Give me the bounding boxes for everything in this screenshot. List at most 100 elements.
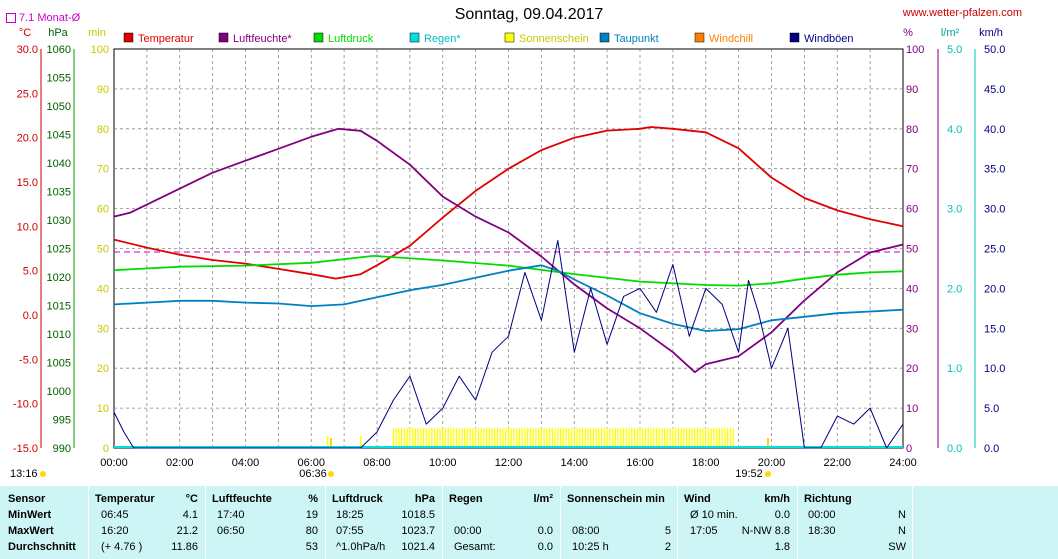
press-axis-tick: 1025: [47, 244, 71, 256]
stats-table: Sensor Temperatur °C Luftfeuchte% Luftdruck h…: [0, 486, 1058, 559]
wind-axis-tick: 35.0: [984, 164, 1005, 176]
legend-label: Windböen: [804, 33, 854, 45]
wind-value: 0.0: [774, 509, 790, 521]
table-separator: [797, 486, 798, 559]
sun-axis-tick: 100: [91, 44, 109, 56]
wind-axis-tick: 15.0: [984, 323, 1005, 335]
wind-axis-tick: 45.0: [984, 84, 1005, 96]
wind-time: 17:05: [690, 525, 718, 537]
sun-axis-tick: 70: [97, 164, 109, 176]
legend-label: Regen*: [424, 33, 461, 45]
legend-label: Luftfeuchte*: [233, 33, 292, 45]
press-axis-tick: 995: [53, 415, 71, 427]
dir-value: N: [898, 525, 906, 537]
press-unit: hPa: [48, 27, 68, 39]
wind-value: N-NW 8.8: [741, 525, 790, 537]
wind-axis-tick: 0.0: [984, 443, 999, 455]
temp-unit: °C: [19, 27, 31, 39]
temp-time: (+ 4.76 ): [101, 541, 143, 553]
header-dir: Richtung: [804, 493, 852, 505]
press-value: 1023.7: [401, 525, 435, 537]
press-axis-tick: 1050: [47, 101, 71, 113]
month-average-text: 7.1 Monat-Ø: [19, 12, 81, 24]
press-axis-tick: 1030: [47, 215, 71, 227]
x-axis-tick: 14:00: [560, 457, 588, 469]
press-axis-tick: 1035: [47, 187, 71, 199]
press-time: 18:25: [336, 509, 364, 521]
wind-axis-tick: 30.0: [984, 204, 1005, 216]
press-time: 07:55: [336, 525, 364, 537]
header-temp: Temperatur: [95, 493, 155, 505]
site-url[interactable]: www.wetter-pfalzen.com: [902, 7, 1022, 19]
chart-series: [113, 126, 904, 449]
legend-label: Windchill: [709, 33, 753, 45]
hum-value: 80: [305, 525, 318, 537]
sun-axis-tick: 20: [97, 363, 109, 375]
press-axis-tick: 1055: [47, 73, 71, 85]
rain-axis-tick: 1.0: [947, 363, 962, 375]
press-value: 1021.4: [401, 541, 435, 553]
legend-label: Taupunkt: [614, 33, 659, 45]
x-axis-tick: 06:00: [297, 457, 325, 469]
hum-time: 06:50: [217, 525, 245, 537]
x-axis-tick: 00:00: [100, 457, 128, 469]
x-axis-tick: 12:00: [495, 457, 523, 469]
press-time: ^1.0hPa/h: [336, 541, 386, 553]
legend-label: Luftdruck: [328, 33, 374, 45]
sun-axis-tick: 60: [97, 204, 109, 216]
rain-axis-tick: 5.0: [947, 44, 962, 56]
hum-axis-tick: 80: [906, 124, 918, 136]
header-sensor: Sensor: [8, 493, 46, 505]
hum-axis-tick: 100: [906, 44, 924, 56]
sun-time: 08:00: [572, 525, 600, 537]
press-axis-tick: 1010: [47, 329, 71, 341]
dir-time: 00:00: [808, 509, 836, 521]
x-axis-tick: 18:00: [692, 457, 720, 469]
x-axis-tick: 20:00: [758, 457, 786, 469]
rain-axis-tick: 0.0: [947, 443, 962, 455]
sunset-label: 19:52: [735, 468, 763, 480]
sun-value: 5: [664, 525, 671, 537]
sun-icon: [40, 471, 46, 477]
chart-grid: [113, 48, 904, 449]
header-rain-unit: l/m²: [533, 493, 553, 505]
rain-unit: l/m²: [941, 27, 960, 39]
legend-swatch: [599, 32, 610, 43]
wind-axis-tick: 25.0: [984, 244, 1005, 256]
hum-axis-tick: 70: [906, 164, 918, 176]
rain-value: 0.0: [537, 541, 553, 553]
wind-axis-tick: 10.0: [984, 363, 1005, 375]
sun-axis-tick: 0: [103, 443, 109, 455]
hum-value: 53: [305, 541, 318, 553]
sun-unit: min: [88, 27, 106, 39]
temp-axis-tick: -10.0: [13, 399, 38, 411]
temp-axis-tick: 25.0: [17, 88, 38, 100]
dir-value: N: [898, 509, 906, 521]
press-value: 1018.5: [401, 509, 435, 521]
press-axis-tick: 1000: [47, 386, 71, 398]
hum-axis-tick: 50: [906, 244, 918, 256]
rain-time: Gesamt:: [454, 541, 496, 553]
x-axis-tick: 16:00: [626, 457, 654, 469]
hum-axis-tick: 20: [906, 363, 918, 375]
sunrise-label: 06:36: [299, 468, 327, 480]
legend-swatch: [313, 32, 324, 43]
press-axis-tick: 1040: [47, 158, 71, 170]
legend-swatch: [409, 32, 420, 43]
rain-axis-tick: 2.0: [947, 283, 962, 295]
chart-legend: Temperatur Luftfeuchte* Luftdruck Regen* Son…: [123, 32, 854, 45]
wind-value: 1.8: [774, 541, 790, 553]
hum-axis-tick: 90: [906, 84, 918, 96]
weather-chart: 30.0 25.0 20.0 15.0 10.0 5.0 0.0 -5.0 -10.0 -15.0…: [10, 27, 1005, 480]
hum-axis-tick: 30: [906, 323, 918, 335]
table-separator: [442, 486, 443, 559]
temp-axis-tick: 5.0: [23, 266, 38, 278]
row-label: MaxWert: [8, 525, 54, 537]
dir-value: SW: [888, 541, 906, 553]
table-separator: [88, 486, 89, 559]
row-label: Durchschnitt: [8, 541, 76, 553]
hum-axis-tick: 60: [906, 204, 918, 216]
legend-label: Temperatur: [138, 33, 194, 45]
sun-axis-tick: 10: [97, 403, 109, 415]
temp-value: 21.2: [176, 525, 198, 537]
